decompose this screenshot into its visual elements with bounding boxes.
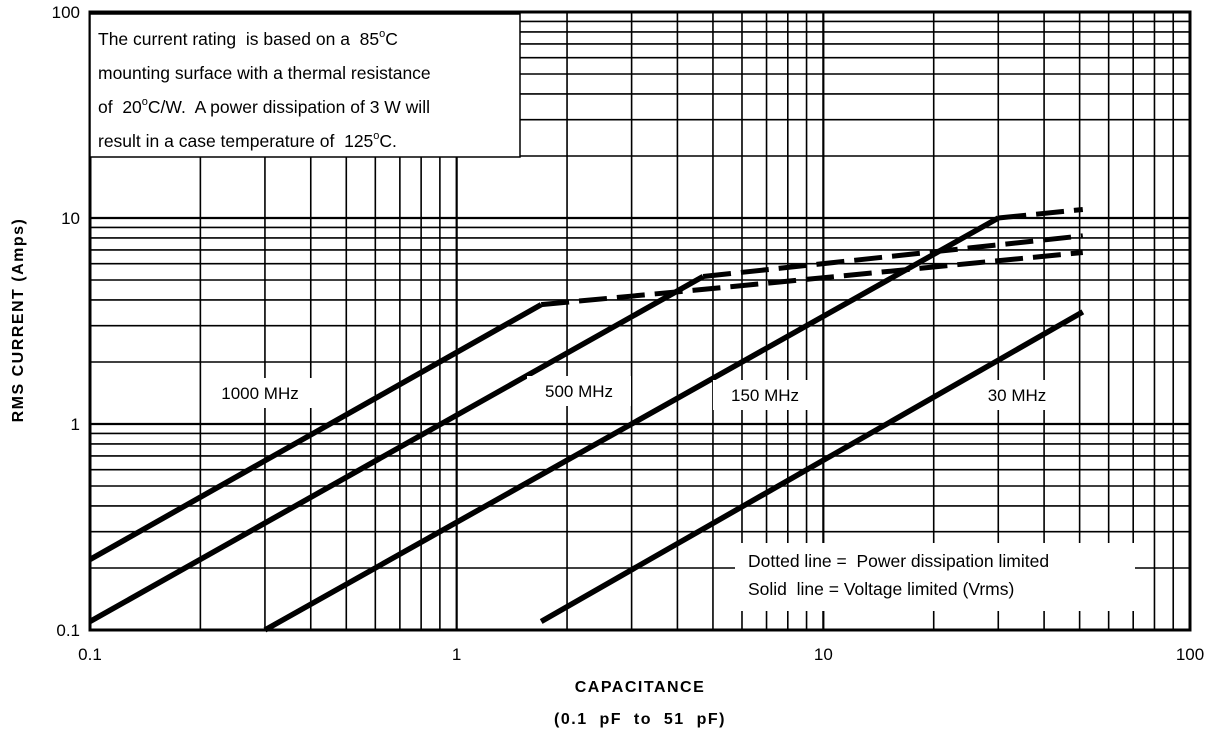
tick-labels: 0.1 1 10 100 0.1 1 10 100 <box>52 3 1205 664</box>
note-line: of 20oC/W. A power dissipation of 3 W wi… <box>98 96 430 117</box>
note-line: mounting surface with a thermal resistan… <box>98 63 431 83</box>
curve-label: 150 MHz <box>731 386 799 405</box>
x-tick-label: 1 <box>452 645 461 664</box>
x-axis-title: CAPACITANCE <box>575 679 706 696</box>
y-tick-label: 100 <box>52 3 80 22</box>
curve-label-background <box>204 378 316 408</box>
y-axis-title: RMS CURRENT (Amps) <box>10 218 27 423</box>
note-line: The current rating is based on a 85oC <box>98 28 398 49</box>
curve-label: 30 MHz <box>988 386 1047 405</box>
curve-labels: 1000 MHz 500 MHz 150 MHz 30 MHz <box>204 376 1059 410</box>
series-dotted-line <box>540 250 1084 308</box>
series-solid-line <box>539 309 1085 624</box>
series-lines <box>88 207 1085 633</box>
series-dotted-line <box>998 207 1084 221</box>
curve-label: 1000 MHz <box>221 384 298 403</box>
curve-label: 500 MHz <box>545 382 613 401</box>
x-axis-subtitle: (0.1 pF to 51 pF) <box>554 711 726 728</box>
legend-box: Dotted line = Power dissipation limited S… <box>735 543 1135 611</box>
note-line: result in a case temperature of 125oC. <box>98 130 397 151</box>
curve-label-background <box>713 380 817 410</box>
y-tick-label: 1 <box>71 415 80 434</box>
series-dotted-line <box>702 233 1084 279</box>
legend-line: Dotted line = Power dissipation limited <box>748 551 1049 571</box>
curve-label-background <box>527 376 631 406</box>
y-tick-label: 0.1 <box>56 621 80 640</box>
y-tick-label: 10 <box>61 209 80 228</box>
series-solid-line <box>88 274 705 624</box>
series-solid-line <box>88 302 543 562</box>
note-frame <box>89 13 521 158</box>
x-tick-label: 10 <box>814 645 833 664</box>
legend-background <box>735 543 1135 611</box>
curve-label-background <box>975 380 1059 410</box>
series-solid-line <box>263 215 1000 633</box>
plot-border <box>88 10 1192 632</box>
plot-frame <box>88 10 1192 632</box>
note-box: The current rating is based on a 85oC mou… <box>89 13 521 158</box>
x-tick-label: 100 <box>1176 645 1204 664</box>
x-tick-label: 0.1 <box>78 645 102 664</box>
legend-line: Solid line = Voltage limited (Vrms) <box>748 579 1014 599</box>
